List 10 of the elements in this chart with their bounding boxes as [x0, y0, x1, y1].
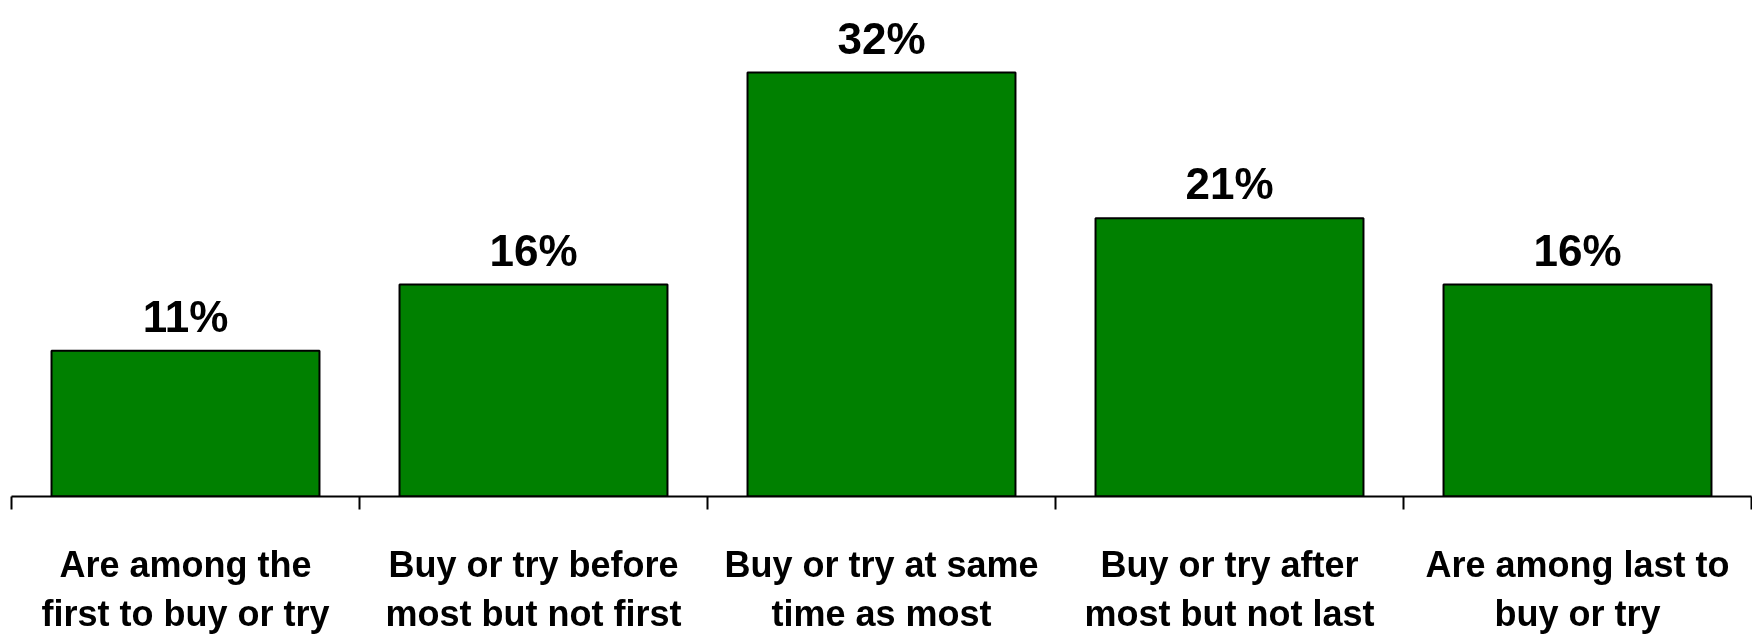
x-tick-label: Buy or try after most but not last [1084, 543, 1375, 634]
data-label: 16% [1533, 225, 1622, 275]
data-label: 21% [1185, 159, 1274, 209]
data-label: 11% [142, 291, 229, 341]
x-tick-label: Are among the first to buy or try [41, 543, 330, 634]
x-tick-label: Buy or try before most but not first [385, 543, 682, 634]
data-label: 16% [489, 225, 578, 275]
data-label: 32% [837, 13, 926, 63]
x-tick-label: Are among last to buy or try [1425, 543, 1730, 634]
x-tick-label: Buy or try at same time as most [724, 543, 1039, 634]
